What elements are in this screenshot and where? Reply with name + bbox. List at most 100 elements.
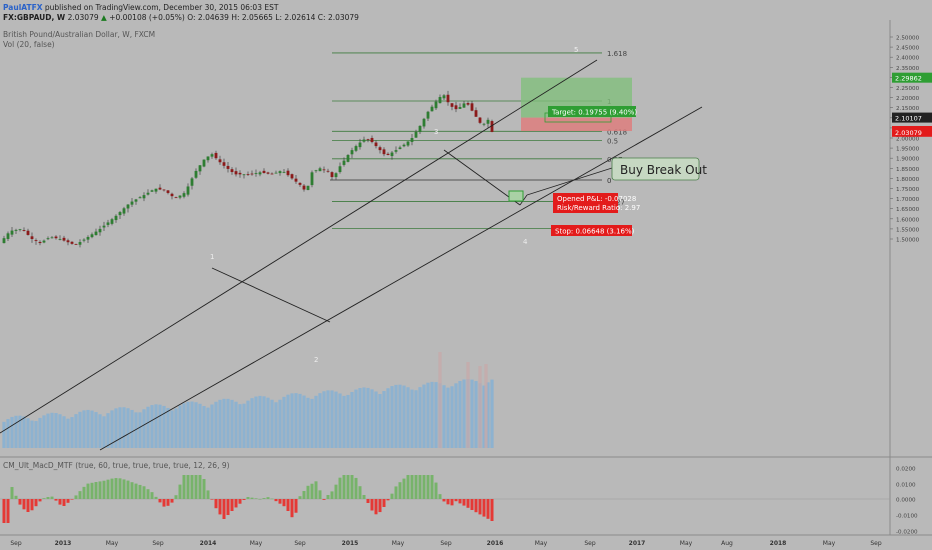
- candle-body: [318, 168, 322, 172]
- volume-bar: [146, 406, 150, 448]
- macd-bar: [118, 478, 122, 499]
- volume-bar: [234, 401, 238, 448]
- volume-bar: [50, 412, 54, 448]
- macd-bar: [354, 477, 358, 499]
- macd-bar: [474, 499, 478, 513]
- macd-bar: [418, 475, 422, 499]
- candle: [390, 151, 394, 160]
- macd-bar: [422, 475, 426, 499]
- volume-bar: [454, 383, 458, 448]
- volume-bar: [186, 401, 190, 448]
- macd-bar: [274, 499, 278, 502]
- macd-bar: [466, 499, 470, 508]
- macd-bar: [74, 495, 78, 499]
- candle-body: [294, 178, 298, 182]
- candle: [322, 166, 326, 173]
- macd-bar: [170, 499, 174, 503]
- volume-bar: [230, 399, 234, 448]
- time-tick-label: Sep: [440, 540, 452, 547]
- macd-bar: [206, 490, 210, 499]
- candle: [398, 145, 402, 150]
- candle-body: [38, 241, 42, 244]
- candle: [170, 192, 174, 200]
- candle-body: [266, 172, 270, 174]
- macd-bar: [358, 486, 362, 499]
- candle-body: [238, 172, 242, 175]
- volume-bar: [162, 405, 166, 448]
- volume-bar: [350, 391, 354, 448]
- macd-bar: [214, 499, 218, 509]
- macd-bar: [54, 499, 58, 501]
- candle-body: [350, 150, 354, 155]
- macd-bar: [450, 499, 454, 506]
- candle: [254, 169, 258, 177]
- macd-bar: [150, 492, 154, 499]
- volume-bar: [110, 410, 114, 448]
- macd-bar: [366, 499, 370, 503]
- candle-body: [138, 197, 142, 199]
- volume-bar: [106, 413, 110, 448]
- candle-body: [374, 142, 378, 147]
- candle: [194, 168, 198, 179]
- macd-bar: [2, 499, 6, 523]
- time-tick-label: 2014: [200, 540, 217, 547]
- symbol-label[interactable]: FX:GBPAUD, W: [3, 13, 66, 22]
- macd-bar: [270, 498, 274, 500]
- volume-bar: [274, 402, 278, 448]
- candle-body: [430, 106, 434, 112]
- macd-bar: [266, 497, 270, 499]
- candle: [18, 228, 22, 232]
- volume-bar: [346, 394, 350, 448]
- volume-bar: [446, 387, 450, 448]
- volume-bar: [470, 379, 474, 448]
- candle: [106, 219, 110, 228]
- volume-bar: [206, 407, 210, 448]
- macd-bar: [174, 495, 178, 499]
- wave-label: 2: [314, 356, 318, 364]
- volume-bar: [490, 379, 494, 448]
- candle-body: [278, 171, 282, 174]
- volume-bar: [414, 390, 418, 448]
- volume-bar: [410, 389, 414, 448]
- candle-body: [114, 215, 118, 221]
- macd-bar: [26, 499, 30, 512]
- author-link[interactable]: PaulATFX: [3, 3, 43, 12]
- candle: [226, 162, 230, 173]
- candle: [450, 103, 454, 111]
- macd-bar: [370, 499, 374, 511]
- macd-study-label[interactable]: CM_Ult_MacD_MTF (true, 60, true, true, t…: [3, 461, 230, 470]
- macd-bar: [86, 483, 90, 499]
- volume-bar: [282, 396, 286, 448]
- volume-bar: [462, 379, 466, 448]
- price-tick-label: 1.70000: [896, 197, 920, 203]
- price-tag-label: 2.29862: [895, 75, 922, 83]
- candle-body: [242, 174, 246, 176]
- candle: [430, 104, 434, 112]
- candle-body: [194, 170, 198, 178]
- candle: [258, 170, 262, 177]
- wave-label: 1: [210, 253, 214, 261]
- time-tick-label: Sep: [152, 540, 164, 547]
- macd-bar: [194, 475, 198, 499]
- volume-bar: [314, 395, 318, 448]
- macd-histogram: [0, 475, 890, 523]
- volume-bar: [394, 384, 398, 448]
- volume-bar: [226, 398, 230, 448]
- candle-body: [298, 182, 302, 185]
- candle-body: [94, 231, 98, 236]
- volume-bar: [182, 403, 186, 448]
- volume-bar: [386, 388, 390, 448]
- candle: [66, 238, 70, 246]
- volume-bar: [62, 416, 66, 448]
- candle-body: [410, 138, 414, 142]
- macd-bar: [258, 499, 262, 500]
- candle-body: [370, 137, 374, 143]
- candle: [178, 195, 182, 200]
- volume-bar: [402, 385, 406, 448]
- time-tick-label: May: [535, 540, 548, 547]
- macd-bar: [390, 493, 394, 499]
- volume-study-label[interactable]: Vol (20, false): [3, 40, 55, 49]
- candle-body: [486, 119, 490, 124]
